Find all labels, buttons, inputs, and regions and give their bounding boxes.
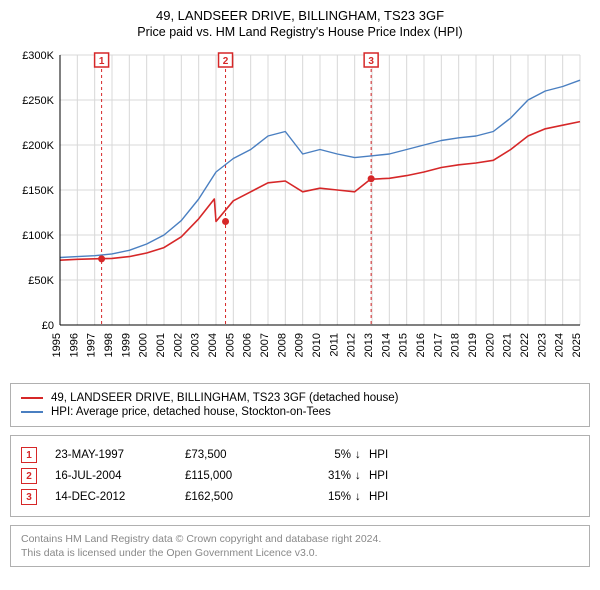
event-tag: HPI	[369, 470, 388, 482]
svg-text:2020: 2020	[484, 333, 496, 357]
event-pct: 31%	[295, 470, 355, 482]
svg-text:1995: 1995	[51, 333, 63, 357]
attribution-footer: Contains HM Land Registry data © Crown c…	[10, 525, 590, 567]
svg-text:2002: 2002	[172, 333, 184, 357]
event-badge: 3	[21, 489, 37, 505]
event-date: 14-DEC-2012	[55, 491, 185, 503]
svg-text:2001: 2001	[155, 333, 167, 357]
event-price: £115,000	[185, 470, 295, 482]
event-date: 23-MAY-1997	[55, 449, 185, 461]
event-price: £73,500	[185, 449, 295, 461]
event-tag: HPI	[369, 449, 388, 461]
events-box: 123-MAY-1997£73,5005%↓HPI216-JUL-2004£11…	[10, 435, 590, 517]
event-pct: 5%	[295, 449, 355, 461]
svg-text:2005: 2005	[224, 333, 236, 357]
chart-title: 49, LANDSEER DRIVE, BILLINGHAM, TS23 3GF	[10, 8, 590, 23]
svg-text:2007: 2007	[259, 333, 271, 357]
chart-container: 49, LANDSEER DRIVE, BILLINGHAM, TS23 3GF…	[0, 0, 600, 577]
event-row: 2 16-JUL-2004£115,00031%↓HPI	[21, 468, 579, 484]
legend-item: HPI: Average price, detached house, Stoc…	[21, 406, 579, 418]
svg-text:3: 3	[368, 56, 374, 67]
event-price: £162,500	[185, 491, 295, 503]
svg-text:2: 2	[223, 56, 229, 67]
legend-swatch	[21, 411, 43, 413]
line-chart-svg: £0 £50K £100K £150K £200K £250K £300K 1995 1996 1…	[10, 45, 590, 375]
svg-text:2023: 2023	[536, 333, 548, 357]
event-tag: HPI	[369, 491, 388, 503]
svg-text:2016: 2016	[415, 333, 427, 357]
svg-text:2006: 2006	[242, 333, 254, 357]
svg-text:2011: 2011	[328, 333, 340, 357]
down-arrow-icon: ↓	[355, 491, 369, 503]
svg-text:2000: 2000	[138, 333, 150, 357]
svg-text:£150K: £150K	[22, 185, 54, 197]
svg-text:2013: 2013	[363, 333, 375, 357]
chart-plot-area: £0 £50K £100K £150K £200K £250K £300K 1995 1996 1…	[10, 45, 590, 375]
svg-text:2012: 2012	[346, 333, 358, 357]
svg-text:£250K: £250K	[22, 95, 54, 107]
event-badge: 2	[21, 468, 37, 484]
svg-text:£0: £0	[42, 320, 54, 332]
legend-label: HPI: Average price, detached house, Stoc…	[51, 406, 331, 418]
svg-text:2019: 2019	[467, 333, 479, 357]
svg-text:2014: 2014	[380, 333, 392, 357]
svg-text:1996: 1996	[68, 333, 80, 357]
svg-text:2022: 2022	[519, 333, 531, 357]
svg-text:2025: 2025	[571, 333, 583, 357]
svg-text:2017: 2017	[432, 333, 444, 357]
svg-text:2010: 2010	[311, 333, 323, 357]
svg-text:2009: 2009	[294, 333, 306, 357]
event-row: 3 14-DEC-2012£162,50015%↓HPI	[21, 489, 579, 505]
svg-text:£100K: £100K	[22, 230, 54, 242]
footer-line-2: This data is licensed under the Open Gov…	[21, 546, 579, 560]
svg-text:1998: 1998	[103, 333, 115, 357]
svg-text:2021: 2021	[502, 333, 514, 357]
svg-text:2008: 2008	[276, 333, 288, 357]
svg-text:£300K: £300K	[22, 50, 54, 62]
svg-text:2024: 2024	[554, 333, 566, 357]
svg-text:2004: 2004	[207, 333, 219, 357]
svg-text:2015: 2015	[398, 333, 410, 357]
legend-item: 49, LANDSEER DRIVE, BILLINGHAM, TS23 3GF…	[21, 392, 579, 404]
legend-box: 49, LANDSEER DRIVE, BILLINGHAM, TS23 3GF…	[10, 383, 590, 427]
event-date: 16-JUL-2004	[55, 470, 185, 482]
svg-text:£50K: £50K	[28, 275, 54, 287]
svg-text:£200K: £200K	[22, 140, 54, 152]
svg-text:1999: 1999	[120, 333, 132, 357]
svg-text:1: 1	[99, 56, 105, 67]
footer-line-1: Contains HM Land Registry data © Crown c…	[21, 532, 579, 546]
legend-swatch	[21, 397, 43, 399]
legend-label: 49, LANDSEER DRIVE, BILLINGHAM, TS23 3GF…	[51, 392, 399, 404]
svg-text:2003: 2003	[190, 333, 202, 357]
down-arrow-icon: ↓	[355, 449, 369, 461]
svg-text:1997: 1997	[86, 333, 98, 357]
event-badge: 1	[21, 447, 37, 463]
down-arrow-icon: ↓	[355, 470, 369, 482]
event-pct: 15%	[295, 491, 355, 503]
chart-subtitle: Price paid vs. HM Land Registry's House …	[10, 25, 590, 39]
event-row: 1 23-MAY-1997£73,5005%↓HPI	[21, 447, 579, 463]
svg-text:2018: 2018	[450, 333, 462, 357]
